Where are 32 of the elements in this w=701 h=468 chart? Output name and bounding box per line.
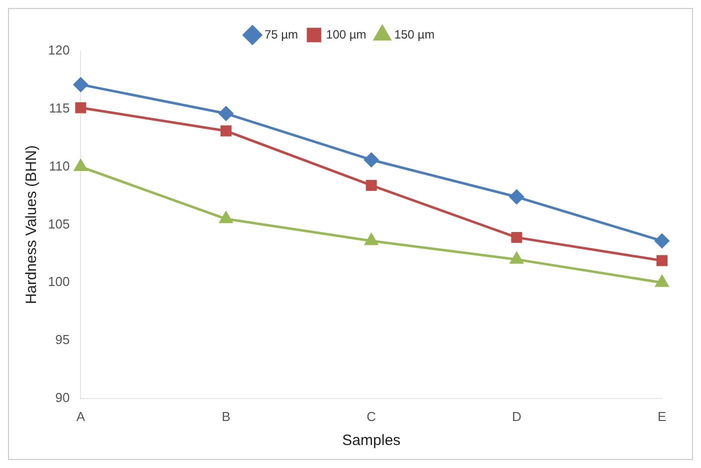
point — [366, 180, 377, 191]
point — [656, 255, 668, 266]
point — [75, 102, 86, 114]
y-tick-label: 90 — [55, 390, 70, 405]
legend-label: 100 µm — [326, 27, 366, 42]
y-tick-label: 105 — [48, 216, 70, 232]
point — [364, 234, 378, 246]
y-tick-label: 110 — [48, 158, 70, 174]
legend-label: 150 µm — [394, 27, 435, 42]
x-tick-label: B — [222, 408, 230, 424]
x-tick-label: A — [76, 408, 86, 424]
x-axis-title: Samples — [342, 432, 401, 450]
point — [220, 212, 232, 224]
y-axis-title: Hardness Values (BHN) — [23, 145, 40, 304]
y-tick-label: 120 — [48, 42, 70, 58]
x-tick-label: D — [512, 408, 522, 424]
point — [509, 190, 524, 204]
point — [220, 125, 232, 136]
legend-label: 75 µm — [264, 27, 298, 42]
point — [511, 232, 522, 243]
point — [654, 234, 670, 248]
point — [218, 106, 234, 121]
x-tick-label: E — [658, 408, 667, 424]
x-tick-label: C — [366, 408, 376, 424]
point — [510, 252, 524, 264]
y-tick-label: 115 — [48, 100, 70, 116]
point — [73, 77, 88, 92]
point — [74, 160, 88, 172]
y-tick-label: 100 — [48, 274, 70, 290]
y-tick-label: 95 — [55, 332, 70, 348]
point — [656, 275, 668, 287]
point — [364, 152, 379, 168]
